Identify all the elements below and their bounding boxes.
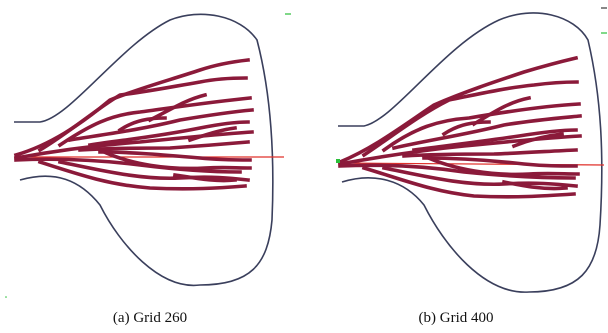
domain-boundary <box>14 13 274 287</box>
fracture-diagram-grid-400 <box>336 7 607 293</box>
caption-grid-260: (a) Grid 260 <box>112 310 188 326</box>
fracture-diagram-grid-260 <box>5 13 291 298</box>
marker-bottom-left <box>5 296 7 298</box>
fracture-branches <box>13 58 254 191</box>
fracture-branches <box>337 55 582 199</box>
caption-grid-400: (b) Grid 400 <box>418 310 494 326</box>
domain-boundary <box>338 12 603 293</box>
panel-grid-400: (b) Grid 400 <box>304 0 608 333</box>
panel-grid-260: (a) Grid 260 <box>0 0 300 333</box>
marker-tip <box>336 159 340 163</box>
